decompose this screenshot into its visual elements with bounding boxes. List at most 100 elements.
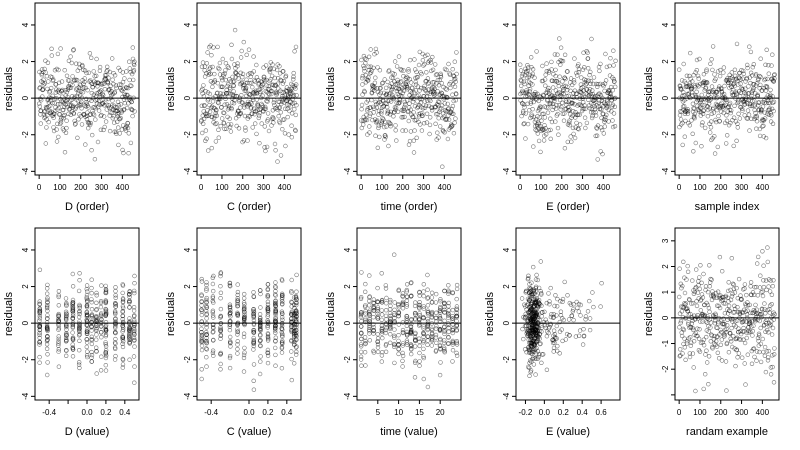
data-point: [70, 82, 75, 88]
data-point: [533, 127, 538, 132]
data-point: [379, 271, 384, 276]
data-point: [97, 68, 103, 74]
data-point: [737, 116, 743, 121]
data-point: [547, 94, 553, 100]
data-point: [701, 386, 706, 392]
data-point: [551, 349, 556, 354]
data-point: [376, 123, 381, 128]
data-point: [454, 50, 459, 55]
data-point: [606, 107, 611, 113]
data-point: [432, 92, 438, 97]
data-point: [375, 65, 380, 70]
data-point: [38, 121, 43, 126]
data-point: [583, 125, 588, 131]
data-point: [227, 105, 232, 111]
data-point: [555, 343, 560, 349]
data-point: [551, 328, 557, 333]
data-point: [365, 108, 370, 113]
data-point: [395, 109, 401, 115]
data-point: [568, 134, 573, 139]
data-point: [379, 359, 384, 364]
data-point: [290, 101, 295, 106]
data-point: [285, 114, 290, 120]
data-point: [716, 105, 721, 110]
data-point: [87, 51, 93, 56]
data-point: [611, 48, 616, 53]
data-point: [239, 48, 244, 54]
scatter-points: [676, 41, 777, 156]
data-point: [205, 50, 210, 55]
y-tick-label: -2: [21, 356, 30, 364]
data-point: [218, 91, 223, 96]
data-point: [218, 296, 223, 301]
data-point: [76, 348, 82, 353]
data-point: [79, 106, 84, 111]
data-point: [558, 45, 564, 50]
data-point: [255, 103, 261, 109]
data-point: [217, 60, 223, 66]
data-point: [89, 285, 94, 291]
data-point: [94, 371, 99, 376]
data-point: [574, 120, 579, 126]
y-axis-label: residuals: [484, 66, 496, 111]
data-point: [260, 93, 265, 98]
data-point: [610, 118, 615, 123]
data-point: [541, 138, 547, 143]
data-point: [582, 115, 588, 120]
y-tick-label: -4: [343, 392, 352, 400]
y-tick-label: 0: [502, 95, 511, 100]
data-point: [388, 99, 394, 104]
data-point: [257, 113, 262, 118]
data-point: [697, 103, 703, 109]
data-point: [394, 64, 400, 69]
data-point: [721, 110, 726, 116]
data-point: [265, 117, 271, 122]
data-point: [454, 318, 459, 324]
data-point: [555, 52, 560, 57]
x-tick-label: 0.0: [539, 408, 551, 417]
data-point: [132, 380, 137, 385]
y-tick-label: 0: [183, 95, 192, 100]
x-tick-label: 15: [415, 408, 424, 417]
data-point: [429, 290, 435, 295]
data-point: [546, 128, 551, 133]
data-point: [450, 307, 455, 313]
x-tick-label: 400: [756, 183, 770, 192]
data-point: [721, 70, 726, 75]
data-point: [717, 73, 723, 79]
data-point: [682, 345, 687, 350]
data-point: [128, 106, 134, 112]
data-point: [272, 102, 277, 108]
data-point: [429, 108, 435, 113]
data-point: [251, 335, 256, 341]
y-tick-label: -2: [661, 131, 670, 139]
data-point: [124, 123, 130, 129]
data-point: [242, 102, 247, 108]
data-point: [250, 125, 255, 130]
data-point: [750, 333, 755, 338]
data-point: [360, 75, 365, 81]
data-point: [560, 58, 566, 64]
data-point: [392, 307, 397, 312]
data-point: [424, 70, 429, 75]
data-point: [204, 325, 209, 330]
data-point: [218, 273, 223, 279]
data-point: [717, 254, 723, 260]
data-point: [404, 298, 410, 303]
y-tick-label: 0: [661, 95, 670, 100]
data-point: [289, 377, 294, 383]
data-point: [552, 98, 557, 104]
data-point: [526, 65, 531, 70]
data-point: [537, 115, 542, 120]
data-point: [117, 116, 123, 122]
data-point: [254, 131, 259, 137]
data-point: [360, 73, 365, 79]
data-point: [438, 71, 443, 77]
data-point: [521, 79, 527, 84]
data-point: [588, 81, 593, 87]
y-axis-label: residuals: [3, 291, 15, 336]
data-point: [62, 67, 67, 73]
data-point: [685, 263, 690, 269]
y-tick-label: -2: [183, 131, 192, 139]
data-point: [701, 271, 706, 277]
